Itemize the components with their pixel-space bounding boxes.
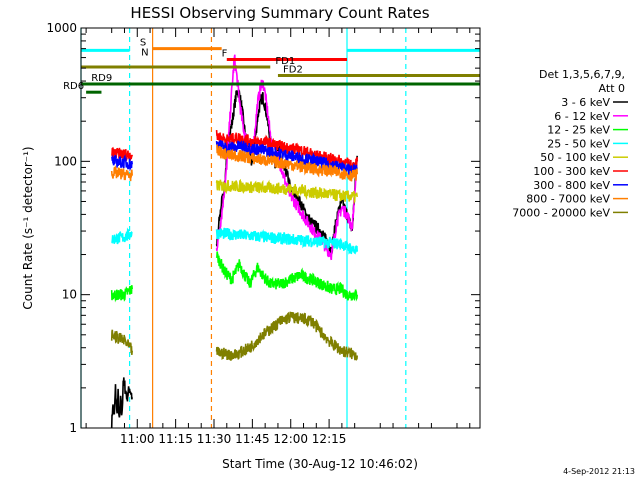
series-3-6-kev-segment-0 [110,377,133,429]
x-tick-label-0: 11:00 [120,432,155,446]
interval-label-n: N [141,48,148,59]
legend-label-25-50-kev: 25 - 50 keV [547,137,610,150]
series-800-7000-kev-segment-1 [216,143,358,182]
legend-label-3-6-kev: 3 - 6 keV [561,96,610,109]
series-100-300-kev-segment-0 [110,146,133,163]
series-lines [110,54,358,429]
series-25-50-kev-segment-0 [111,227,133,245]
legend-label-7000-20000-kev: 7000 - 20000 keV [512,206,610,219]
x-tick-label-3: 11:45 [235,432,270,446]
x-tick-label-4: 12:00 [273,432,308,446]
footer-timestamp: 4-Sep-2012 21:13 [563,467,635,476]
interval-label-fd1: FD1 [275,56,295,67]
series-300-800-kev-segment-0 [110,154,133,172]
legend-label-50-100-kev: 50 - 100 keV [540,151,610,164]
legend-header-line2: Att 0 [599,82,625,95]
interval-label-f: F [222,49,228,60]
legend-label-12-25-kev: 12 - 25 keV [547,124,610,137]
plot-frame [80,27,481,429]
series-50-100-kev-segment-0 [215,178,358,205]
series-7000-20000-kev [110,311,358,361]
y-tick-label-1: 10 [62,288,77,302]
series-100-300-kev-segment-1 [215,130,358,173]
series-25-50-kev [111,227,358,255]
series-100-300-kev [110,130,358,173]
series-25-50-kev-segment-1 [215,227,358,255]
y-tick-label-0: 1 [69,421,77,435]
legend-header-line1: Det 1,3,5,6,7,9, [539,68,625,81]
x-tick-label-1: 11:15 [158,432,193,446]
y-axis-label: Count Rate (s⁻¹ detector⁻¹) [21,146,35,309]
series-50-100-kev [215,178,358,205]
legend-label-100-300-kev: 100 - 300 keV [533,165,610,178]
legend-label-6-12-kev: 6 - 12 keV [554,110,610,123]
interval-label-rd9: RD9 [91,73,112,84]
x-tick-label-5: 12:15 [312,432,347,446]
series-12-25-kev-segment-0 [110,285,133,303]
y-tick-label-2: 100 [54,154,77,168]
legend-label-300-800-kev: 300 - 800 keV [533,179,610,192]
series-800-7000-kev-segment-0 [110,165,133,182]
series-12-25-kev [110,251,358,303]
axes: 1 10 100 1000 11:00 11:15 11:30 11:45 12:00 12:15 [46,21,480,446]
series-800-7000-kev [110,143,358,182]
interval-label-rd6: RD6 [63,81,84,92]
x-tick-label-2: 11:30 [197,432,232,446]
chart-title: HESSI Observing Summary Count Rates [130,4,429,22]
x-axis-label: Start Time (30-Aug-12 10:46:02) [222,457,418,471]
y-tick-label-3: 1000 [46,21,77,35]
legend-label-800-7000-kev: 800 - 7000 keV [526,193,610,206]
series-12-25-kev-segment-1 [215,251,358,302]
series-7000-20000-kev-segment-0 [110,329,133,355]
series-7000-20000-kev-segment-1 [215,311,358,361]
interval-label-fd2: FD2 [283,65,303,76]
interval-label-s: S [140,38,146,49]
